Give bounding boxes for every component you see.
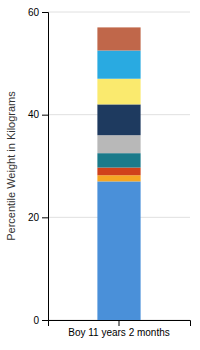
y-tick: 40 (28, 109, 48, 120)
grid-line (48, 12, 190, 13)
bars (97, 27, 140, 320)
plot: 0 20 40 60 Boy 11 years 2 months (28, 7, 191, 338)
bar-series (97, 135, 140, 153)
bar-segment (97, 175, 140, 181)
y-tick-label: 40 (28, 109, 40, 120)
bar-segment (97, 51, 140, 79)
y-tick-label: 20 (28, 212, 40, 223)
bar-series (97, 168, 140, 176)
x-tick-mark (119, 320, 120, 326)
bar-segment (97, 135, 140, 153)
y-tick-mark (42, 115, 48, 116)
y-tick: 60 (28, 7, 48, 18)
x-tick: Boy 11 years 2 months (68, 320, 170, 338)
bar-series (97, 104, 140, 135)
bar-segment (97, 153, 140, 167)
y-tick-mark (42, 320, 48, 321)
bar-series (97, 79, 140, 105)
y-tick: 20 (28, 212, 48, 223)
bar-segment (97, 79, 140, 105)
x-axis: Boy 11 years 2 months (49, 320, 191, 338)
bar-series (97, 181, 140, 320)
bar-series (97, 153, 140, 167)
bar-segment (97, 181, 140, 320)
bar-segment (97, 168, 140, 176)
y-tick-label: 60 (28, 7, 40, 18)
bar-series (97, 175, 140, 181)
bar-segment (97, 27, 140, 50)
y-axis-line (42, 13, 49, 321)
bar-series (97, 51, 140, 79)
y-axis: 0 20 40 60 (28, 7, 49, 326)
chart: 0 20 40 60 Boy 11 years 2 months Percentile W… (0, 0, 200, 350)
grid (48, 12, 190, 320)
y-tick-mark (42, 12, 48, 13)
y-tick: 0 (33, 315, 48, 326)
y-tick-label: 0 (33, 315, 39, 326)
x-axis-line (49, 321, 191, 327)
y-tick-mark (42, 217, 48, 218)
y-axis-title: Percentile Weight in Kilograms (5, 91, 17, 241)
bar-segment (97, 104, 140, 135)
x-tick-label: Boy 11 years 2 months (68, 327, 170, 338)
bar-series (97, 27, 140, 50)
